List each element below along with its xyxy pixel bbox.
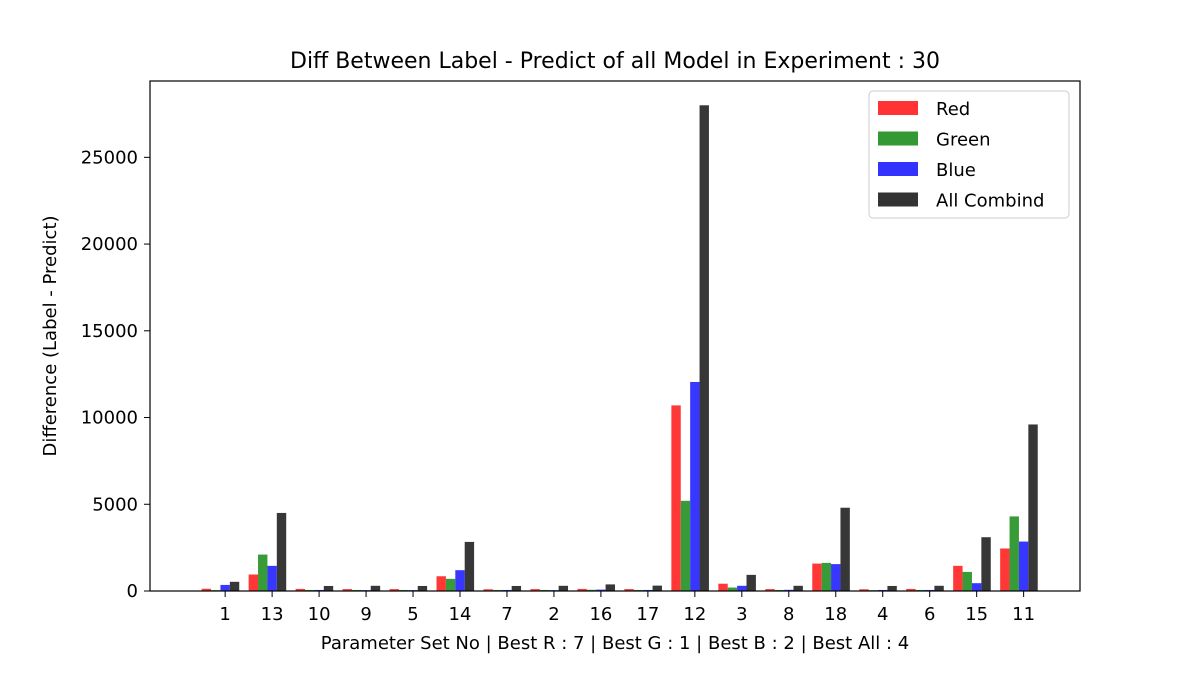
bar-green-13 [258, 554, 268, 591]
bar-all-combind-12 [699, 105, 709, 592]
bar-red-18 [812, 563, 822, 591]
legend-label: Blue [936, 160, 976, 181]
x-tick-label: 7 [501, 604, 512, 625]
legend-label: Red [936, 99, 970, 120]
x-tick-label: 6 [924, 604, 935, 625]
x-tick-label: 16 [589, 604, 612, 625]
x-axis-label: Parameter Set No | Best R : 7 | Best G :… [321, 633, 909, 654]
bar-blue-1 [220, 584, 230, 591]
y-tick-label: 20000 [81, 234, 138, 255]
bars-layer [201, 105, 1038, 592]
bar-blue-11 [1018, 541, 1029, 591]
legend-swatch [878, 101, 918, 115]
bar-green-18 [821, 562, 832, 591]
x-tick-label: 3 [736, 604, 747, 625]
x-tick-label: 8 [783, 604, 794, 625]
chart-title: Diff Between Label - Predict of all Mode… [290, 49, 940, 74]
bar-red-4 [859, 589, 869, 591]
bar-blue-15 [971, 583, 982, 591]
bar-all-combind-2 [558, 585, 569, 591]
bar-blue-18 [831, 564, 841, 591]
bar-green-15 [962, 571, 972, 591]
bar-red-10 [295, 588, 305, 591]
bar-blue-3 [737, 585, 747, 591]
y-tick-label: 10000 [81, 408, 138, 429]
y-tick-label: 25000 [81, 147, 138, 168]
x-tick-label: 4 [877, 604, 888, 625]
y-tick-label: 5000 [92, 494, 138, 515]
bar-red-17 [624, 589, 634, 591]
bar-all-combind-6 [934, 585, 944, 591]
bar-red-15 [953, 565, 963, 591]
bar-red-7 [483, 589, 493, 591]
bar-all-combind-18 [840, 507, 850, 591]
bar-all-combind-4 [887, 585, 897, 591]
plot-frame [149, 80, 1081, 592]
bar-red-12 [671, 405, 681, 591]
bar-blue-8 [784, 589, 794, 591]
bar-red-6 [906, 588, 916, 591]
bar-red-2 [530, 589, 540, 591]
bar-all-combind-9 [370, 585, 381, 591]
y-tick-label: 0 [127, 581, 138, 602]
bar-all-combind-1 [229, 581, 240, 591]
bar-blue-14 [455, 570, 465, 591]
bar-green-16 [586, 589, 597, 591]
bar-red-9 [342, 589, 352, 591]
bar-blue-12 [690, 381, 700, 591]
bar-all-combind-3 [746, 574, 756, 591]
bar-all-combind-7 [511, 585, 522, 591]
bar-green-3 [727, 587, 738, 591]
bar-all-combind-14 [464, 541, 475, 591]
bar-red-8 [765, 589, 775, 591]
axes-layer: 1 13 10 9 5 14 7 2 16 17 12 3 8 18 4 6 15 11 0 5000 10000 150… [81, 80, 1081, 625]
x-tick-label: 17 [636, 604, 659, 625]
legend-label: Green [936, 130, 991, 151]
bar-red-5 [389, 589, 399, 591]
bar-all-combind-13 [276, 512, 287, 591]
bar-green-12 [680, 500, 691, 591]
x-tick-label: 5 [407, 604, 418, 625]
legend-swatch [878, 162, 918, 176]
bar-all-combind-11 [1028, 424, 1038, 591]
x-tick-label: 13 [261, 604, 284, 625]
legend-swatch [878, 192, 918, 207]
bar-red-11 [1000, 548, 1010, 591]
legend-label: All Combind [936, 191, 1044, 212]
bar-all-combind-17 [652, 585, 662, 591]
legend-swatch [878, 131, 918, 146]
x-tick-label: 14 [449, 604, 472, 625]
y-axis-label: Difference (Label - Predict) [40, 215, 61, 456]
bar-red-16 [577, 588, 587, 591]
bar-all-combind-10 [323, 585, 334, 591]
x-tick-label: 12 [683, 604, 706, 625]
x-tick-label: 1 [219, 604, 230, 625]
legend-box [868, 90, 1070, 219]
x-tick-label: 9 [360, 604, 371, 625]
y-tick-label: 15000 [81, 321, 138, 342]
x-tick-label: 15 [965, 604, 988, 625]
bar-all-combind-16 [605, 584, 615, 591]
bar-all-combind-5 [417, 585, 428, 591]
bar-red-3 [718, 583, 728, 591]
bar-blue-16 [596, 589, 606, 591]
x-tick-label: 2 [548, 604, 559, 625]
bar-blue-13 [267, 565, 277, 591]
bar-red-14 [436, 576, 446, 591]
bar-red-1 [201, 588, 212, 591]
x-tick-label: 18 [824, 604, 847, 625]
x-tick-label: 10 [308, 604, 331, 625]
bar-all-combind-8 [793, 585, 803, 591]
bar-red-13 [248, 574, 259, 591]
bar-green-11 [1009, 516, 1019, 591]
bar-all-combind-15 [981, 537, 991, 591]
bar-green-14 [445, 578, 456, 591]
x-tick-label: 11 [1012, 604, 1035, 625]
legend: Red Green Blue All Combind [868, 90, 1070, 219]
